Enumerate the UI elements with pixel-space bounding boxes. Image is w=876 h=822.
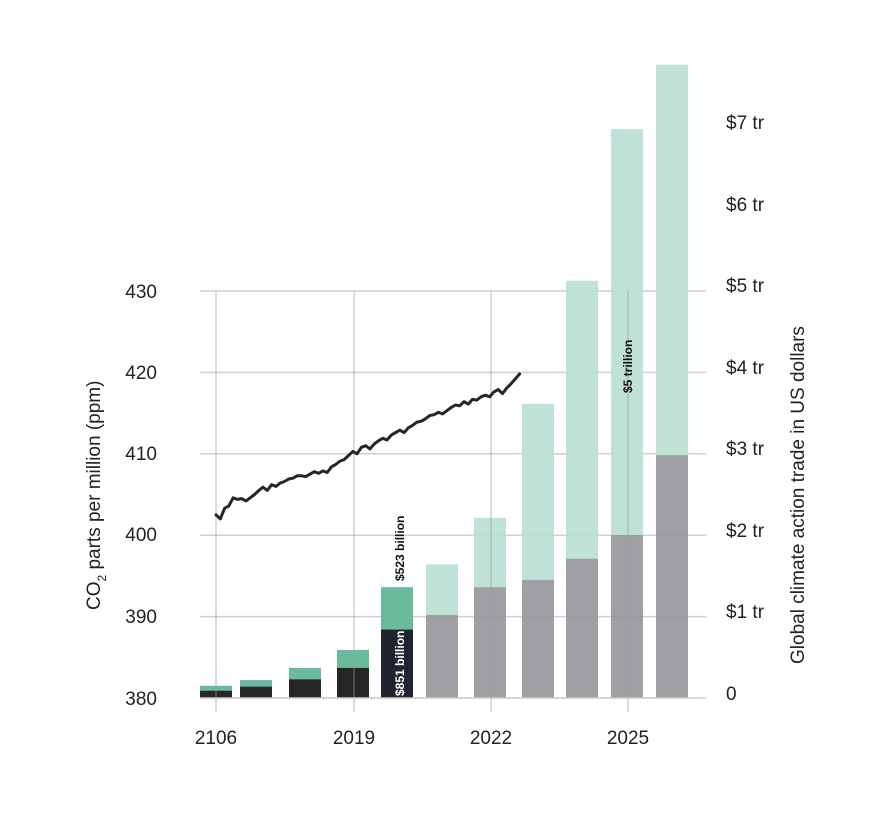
left-axis-title-subscript: 2 <box>95 575 109 582</box>
bar-base-segment <box>474 587 506 698</box>
left-axis-title-prefix: CO <box>84 582 105 611</box>
left-tick-label: 410 <box>125 444 157 465</box>
bars <box>200 64 688 698</box>
bar-top-segment <box>426 564 458 615</box>
bar-base-segment <box>656 455 688 698</box>
bar-base-segment <box>522 579 554 698</box>
left-tick-label: 400 <box>125 525 157 546</box>
right-tick-label: $5 tr <box>726 276 765 297</box>
vertical-gridlines <box>200 291 690 712</box>
bar-top-segment <box>337 649 369 668</box>
bar-top-segment <box>381 587 413 630</box>
annotation-5-trillion: $5 trillion <box>621 340 635 393</box>
x-tick-label: 2106 <box>195 728 237 749</box>
annotation-851-billion: $851 billion <box>393 631 407 696</box>
right-tick-label: 0 <box>726 684 737 705</box>
bar-base-segment <box>289 679 321 698</box>
bar-top-segment <box>611 129 643 535</box>
left-tick-label: 430 <box>125 282 157 303</box>
x-tick-label: 2025 <box>607 728 649 749</box>
left-axis-title-suffix: parts per million (ppm) <box>84 381 105 575</box>
right-tick-label: $4 tr <box>726 358 765 379</box>
left-tick-label: 420 <box>125 363 157 384</box>
left-axis-title: CO2 parts per million (ppm) <box>84 381 109 610</box>
bar-base-segment <box>566 558 598 698</box>
bar-base-segment <box>611 535 643 698</box>
bar-top-segment <box>656 64 688 456</box>
left-tick-label: 380 <box>125 689 157 710</box>
co2-line <box>214 372 522 521</box>
bar-base-segment <box>240 686 272 698</box>
right-tick-label: $3 tr <box>726 439 765 460</box>
x-tick-label: 2019 <box>333 728 375 749</box>
x-tick-label: 2022 <box>470 728 512 749</box>
bar-base-segment <box>200 690 232 698</box>
bar-top-segment <box>522 403 554 580</box>
left-axis-ticks: 380 390 400 410 420 430 <box>125 282 157 710</box>
right-tick-label: $2 tr <box>726 521 765 542</box>
x-axis-ticks: 2106 2019 2022 2025 <box>195 728 649 749</box>
co2-series-line <box>214 372 522 521</box>
bar-base-segment <box>337 667 369 698</box>
left-tick-label: 390 <box>125 607 157 628</box>
bar-top-segment <box>474 517 506 588</box>
bar-top-segment <box>289 667 321 680</box>
annotations: $851 billion $523 billion $5 trillion <box>393 340 635 696</box>
bar-base-segment <box>426 614 458 698</box>
annotation-523-billion: $523 billion <box>393 516 407 581</box>
right-tick-label: $6 tr <box>726 195 765 216</box>
right-tick-label: $1 tr <box>726 602 765 623</box>
bar-top-segment <box>566 280 598 559</box>
bar-top-segment <box>200 685 232 691</box>
bar-top-segment <box>240 680 272 687</box>
bar-base-segment <box>381 629 413 698</box>
right-tick-label: $7 tr <box>726 113 765 134</box>
right-axis-ticks: 0 $1 tr $2 tr $3 tr $4 tr $5 tr $6 tr $7… <box>726 113 765 705</box>
right-axis-title: Global climate action trade in US dollar… <box>788 326 809 664</box>
